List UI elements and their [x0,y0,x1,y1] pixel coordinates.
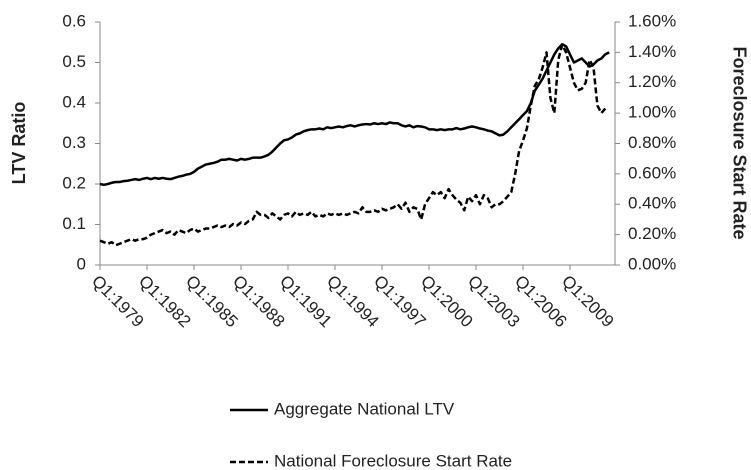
y2-axis-title: Foreclosure Start Rate [729,46,749,239]
legend-label: Aggregate National LTV [274,399,455,418]
y2-tick-label: 1.00% [628,103,676,122]
y-axis-title: LTV Ratio [9,102,29,185]
y2-tick-label: 0.20% [628,224,676,243]
y-tick-label: 0.3 [62,133,86,152]
y2-tick-label: 0.60% [628,163,676,182]
y2-tick-label: 1.20% [628,72,676,91]
y2-tick-label: 0.80% [628,133,676,152]
legend-label: National Foreclosure Start Rate [274,451,512,470]
y-tick-label: 0.4 [62,92,86,111]
y2-tick-label: 1.40% [628,42,676,61]
y-tick-label: 0.2 [62,173,86,192]
y-tick-label: 0 [77,254,86,273]
series-line [99,43,610,187]
x-tick-label: Q1:2009 [558,272,618,332]
y-tick-label: 0.1 [62,214,86,233]
y2-tick-label: 1.60% [628,11,676,30]
y-tick-label: 0.6 [62,11,86,30]
y2-tick-label: 0.40% [628,194,676,213]
y2-tick-label: 0.00% [628,254,676,273]
series-line [99,43,607,247]
y-tick-label: 0.5 [62,52,86,71]
